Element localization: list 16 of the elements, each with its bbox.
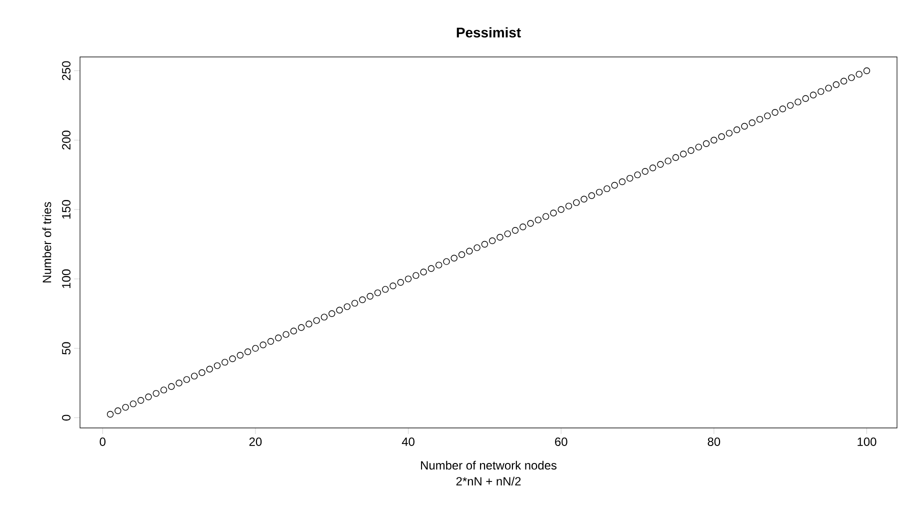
y-tick-label: 0 <box>62 414 70 421</box>
x-tick-label: 80 <box>708 438 720 446</box>
x-tick-label: 100 <box>858 438 876 446</box>
x-tick-label: 40 <box>402 438 414 446</box>
y-axis-title: Number of tries <box>42 202 52 282</box>
x-tick-label: 0 <box>100 438 106 446</box>
x-tick-label: 20 <box>249 438 262 446</box>
y-tick-label: 200 <box>62 130 70 150</box>
chart-title: Pessimist <box>456 27 521 38</box>
y-tick-label: 250 <box>62 61 70 80</box>
x-tick-label: 60 <box>555 438 568 446</box>
text: 2*nN + nN/2 <box>456 476 521 486</box>
y-tick-label: 50 <box>62 342 70 354</box>
x-axis-title: Number of network nodes <box>421 460 556 470</box>
y-tick-label: 150 <box>62 200 70 219</box>
y-tick-label: 100 <box>62 269 70 288</box>
